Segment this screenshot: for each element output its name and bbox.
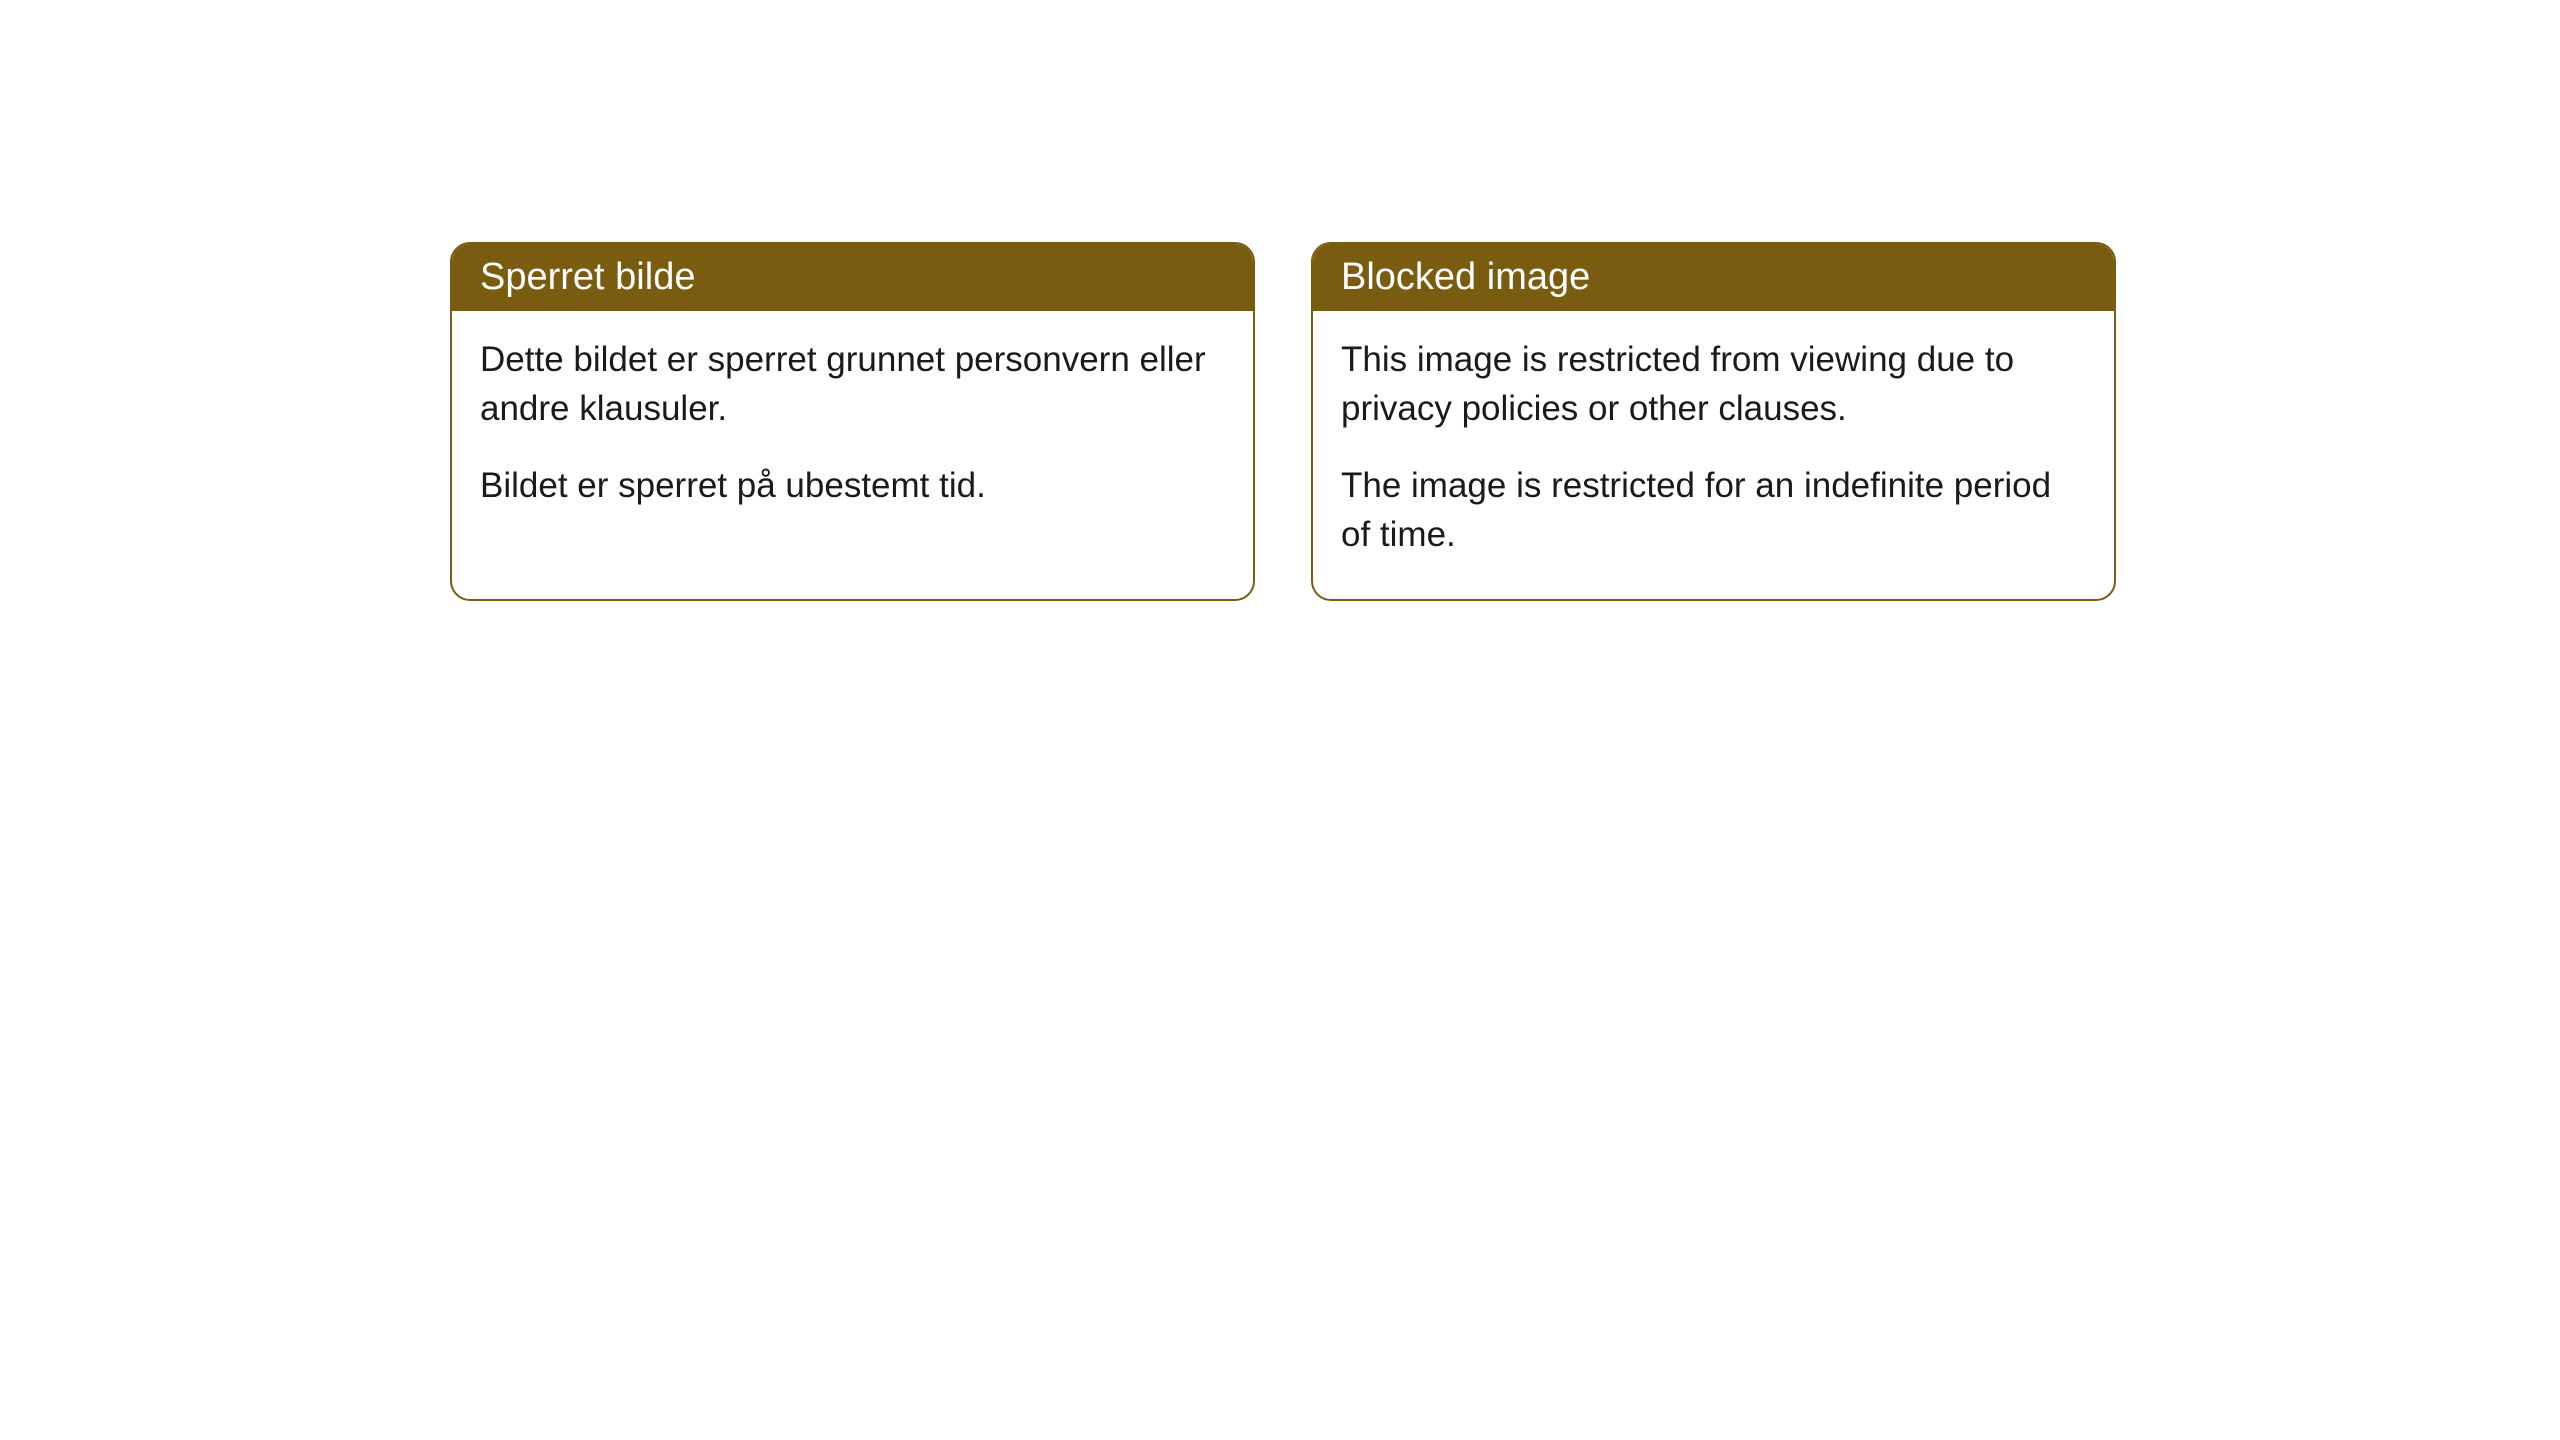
card-paragraph-1: This image is restricted from viewing du… [1341, 335, 2086, 433]
card-title: Sperret bilde [480, 256, 695, 298]
card-paragraph-1: Dette bildet er sperret grunnet personve… [480, 335, 1225, 433]
notice-cards-container: Sperret bilde Dette bildet er sperret gr… [450, 242, 2116, 601]
card-body: Dette bildet er sperret grunnet personve… [452, 311, 1253, 550]
blocked-image-card-english: Blocked image This image is restricted f… [1311, 242, 2116, 601]
card-paragraph-2: Bildet er sperret på ubestemt tid. [480, 461, 1225, 510]
blocked-image-card-norwegian: Sperret bilde Dette bildet er sperret gr… [450, 242, 1255, 601]
card-paragraph-2: The image is restricted for an indefinit… [1341, 461, 2086, 559]
card-header: Sperret bilde [452, 244, 1253, 311]
card-header: Blocked image [1313, 244, 2114, 311]
card-body: This image is restricted from viewing du… [1313, 311, 2114, 599]
card-title: Blocked image [1341, 256, 1590, 298]
